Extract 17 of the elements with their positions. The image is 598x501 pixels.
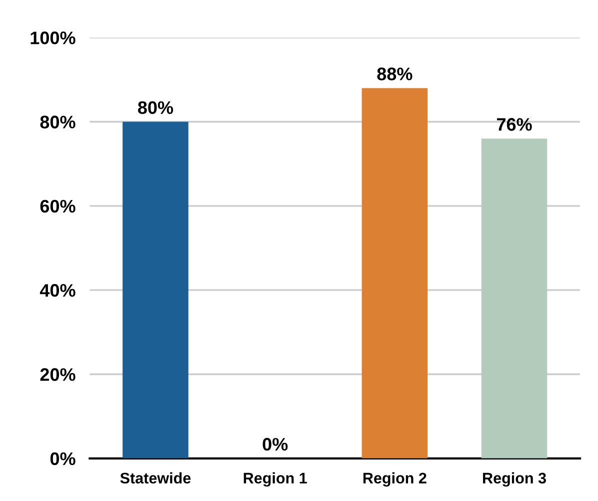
y-tick-label: 20% <box>40 368 76 381</box>
x-tick-label: Region 1 <box>244 472 307 487</box>
bar <box>122 122 188 458</box>
x-tick-label: Statewide <box>120 472 191 484</box>
y-tick-label: 80% <box>40 116 76 128</box>
y-tick-label: 40% <box>40 284 76 297</box>
bar <box>481 138 548 458</box>
data-label: 88% <box>377 68 412 80</box>
data-label: 0% <box>262 438 288 451</box>
data-label: 76% <box>496 118 532 131</box>
y-tick-label: 60% <box>40 200 76 213</box>
data-label: 80% <box>138 101 174 114</box>
bar <box>362 88 428 458</box>
y-tick-label: 0% <box>50 452 76 466</box>
y-tick-label: 100% <box>30 32 76 44</box>
x-tick-label: Region 2 <box>363 472 426 487</box>
x-tick-label: Region 3 <box>483 472 546 487</box>
